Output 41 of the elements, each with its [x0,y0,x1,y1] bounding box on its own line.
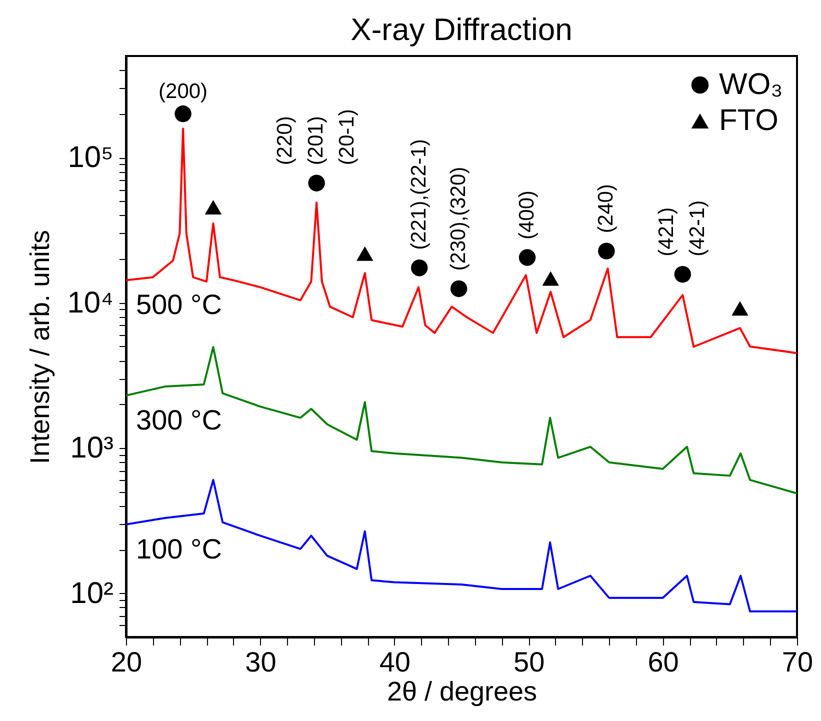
point [598,242,615,260]
annotation: (42-1) [686,200,710,256]
point [674,266,692,283]
x-tick-label: 40 [379,646,410,678]
annotation: (220) [274,116,297,166]
x-tick-label: 30 [245,646,276,678]
annotation: (421) [655,207,678,256]
annotation: (201) [304,116,328,166]
annotation: (400) [515,190,538,240]
point [410,259,428,276]
point [518,249,536,266]
x-tick-label: 70 [782,646,814,678]
point [308,174,325,192]
y-tick-label: 10³ [70,432,114,465]
point [542,271,559,286]
y-tick-label: 10⁵ [68,141,114,174]
annotation: (230),(320) [446,166,470,271]
y-tick-label: 10⁴ [67,286,114,320]
series-label: 300 °C [136,404,222,436]
line-series [126,478,797,612]
y-axis-title: Intensity / arb. units [25,230,56,464]
annotation: (240) [594,184,618,234]
x-tick-label: 20 [110,646,142,678]
x-tick-label: 60 [648,646,679,678]
legend-label: WO₃ [719,68,783,101]
line-series [126,346,797,494]
chart-title: X-ray Diffraction [350,12,572,48]
legend-label: FTO [719,104,778,137]
annotation: (221),(22-1) [407,138,430,250]
y-tick-label: 10² [70,576,114,610]
point [450,280,468,298]
annotation: (200) [158,80,208,103]
point [732,301,748,316]
x-tick-label: 50 [514,646,545,678]
annotation: (20-1) [336,109,359,166]
point [204,200,222,214]
series-label: 500 °C [136,289,222,320]
x-axis-title: 2θ / degrees [386,676,538,706]
point [174,105,192,122]
series-label: 100 °C [136,533,222,564]
point [356,246,374,261]
